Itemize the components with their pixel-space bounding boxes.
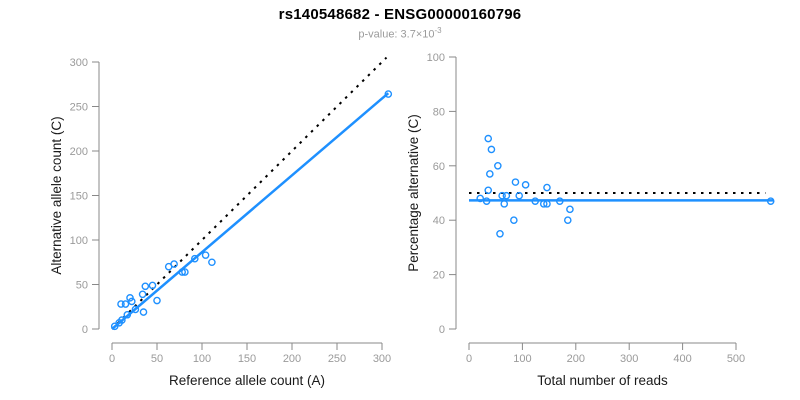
x-tick-label: 200 [283, 353, 301, 365]
x-tick-label: 300 [620, 353, 638, 365]
data-point [511, 178, 520, 186]
data-point [384, 90, 393, 98]
data-point [141, 282, 150, 291]
y-tick-label: 60 [433, 161, 445, 173]
data-point [539, 200, 548, 208]
y-axis-title: Percentage alternative (C) [406, 114, 421, 272]
regression-fit-line [111, 92, 390, 330]
pvalue-exponent: -3 [434, 26, 442, 35]
data-point [487, 145, 496, 154]
data-point [123, 310, 132, 319]
data-point [121, 300, 130, 308]
y-tick-label: 100 [70, 235, 88, 247]
data-point [496, 229, 504, 238]
x-tick-label: 200 [567, 353, 585, 365]
data-point [201, 251, 210, 259]
data-point [515, 191, 523, 200]
data-point [190, 254, 199, 263]
x-tick-label: 300 [373, 353, 391, 365]
data-point [486, 170, 494, 178]
y-tick-label: 0 [439, 324, 445, 336]
y-tick-label: 150 [70, 191, 88, 203]
data-point [563, 216, 572, 224]
data-point [502, 191, 511, 200]
data-point [181, 268, 189, 276]
y-tick-label: 200 [70, 146, 88, 158]
data-point [484, 134, 493, 143]
data-point [500, 200, 509, 208]
x-tick-label: 100 [193, 353, 211, 365]
data-point [178, 268, 186, 276]
x-axis-title: Reference allele count (A) [169, 373, 325, 388]
y-tick-label: 300 [70, 57, 88, 69]
x-tick-label: 0 [109, 353, 115, 365]
y-tick-label: 100 [427, 52, 445, 64]
x-axis-title: Total number of reads [537, 373, 668, 388]
data-point [566, 205, 574, 214]
data-point [766, 197, 775, 205]
data-point [510, 216, 518, 224]
x-tick-label: 100 [513, 353, 531, 365]
identity-reference-line [111, 56, 388, 330]
data-point [138, 290, 147, 299]
data-point [484, 186, 493, 195]
data-point [521, 181, 530, 189]
y-tick-label: 0 [82, 324, 88, 336]
data-point [543, 200, 551, 208]
y-tick-label: 80 [433, 106, 445, 118]
x-tick-label: 50 [151, 353, 163, 365]
data-point [153, 296, 161, 305]
x-tick-label: 0 [466, 353, 472, 365]
y-axis-title: Alternative allele count (C) [49, 116, 64, 274]
y-tick-label: 50 [76, 280, 88, 292]
data-point [131, 305, 140, 314]
data-point [148, 281, 157, 290]
data-point [170, 260, 178, 268]
allele-counts-scatter: 0 50 100 150 200 250 300 Reference allele count… [49, 56, 393, 388]
pvalue-text: p-value: 3.7×10 [358, 28, 435, 41]
x-tick-label: 250 [328, 353, 346, 365]
data-point [208, 258, 216, 267]
y-tick-label: 20 [433, 270, 445, 282]
figure-title: rs140548682 - ENSG00000160796 [278, 6, 522, 23]
x-tick-label: 150 [238, 353, 256, 365]
x-tick-label: 400 [673, 353, 691, 365]
data-point [127, 297, 136, 306]
data-point [531, 197, 540, 205]
data-point [543, 183, 551, 192]
data-point [494, 161, 502, 170]
data-point [139, 308, 148, 316]
y-tick-label: 40 [433, 215, 445, 227]
data-point [555, 197, 564, 205]
data-point [110, 322, 119, 331]
data-point [482, 197, 491, 205]
figure-subtitle: p-value: 3.7×10-3 [0, 26, 800, 41]
data-point [498, 191, 506, 200]
data-point [118, 316, 126, 324]
y-tick-label: 250 [70, 102, 88, 114]
percentage-alternative-scatter: 0 100 200 300 400 500 Total number of reads 0 20… [406, 52, 775, 388]
x-tick-label: 500 [727, 353, 745, 365]
data-point [117, 300, 125, 308]
data-point [476, 194, 485, 203]
